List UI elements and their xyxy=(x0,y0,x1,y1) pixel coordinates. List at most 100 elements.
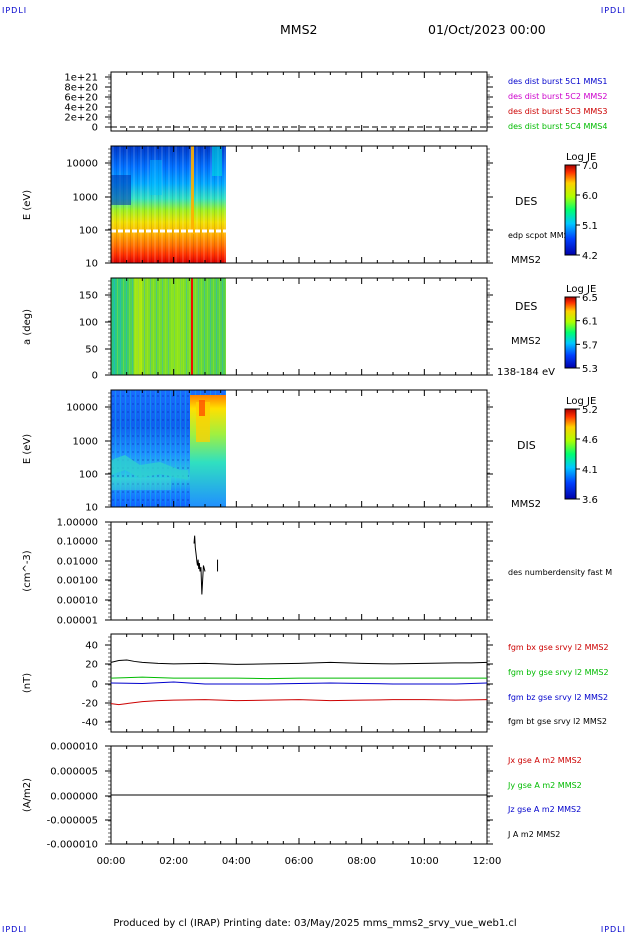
corner-label-bottom-right: IPDLI xyxy=(600,925,626,934)
panel-1-legend-3: des dist burst 5C3 MMS3 xyxy=(508,107,607,116)
density-trace xyxy=(193,535,206,595)
panel-3-ytick-label: 100 xyxy=(79,318,98,329)
panel-1-ytick-label: 0 xyxy=(92,123,98,134)
xaxis-tick-label: 10:00 xyxy=(410,856,439,867)
panel-2-colorbar xyxy=(564,164,577,256)
panel-2-colorbar-label: 4.2 xyxy=(582,251,598,262)
panel-1-ytick-label: 8e+20 xyxy=(64,83,98,94)
panel-6-legend-4: fgm bt gse srvy l2 MMS2 xyxy=(508,717,607,726)
panel-6-ytick-label: -40 xyxy=(82,718,98,729)
panel-2-ytick-label: 10000 xyxy=(66,159,98,170)
panel-7-ytick-label: -0.000010 xyxy=(47,840,98,851)
panel-4-colorbar-label: 3.6 xyxy=(582,495,598,506)
panel-5-ytick-label: 0.10000 xyxy=(57,537,98,548)
plot-datetime: 01/Oct/2023 00:00 xyxy=(428,22,546,37)
panel-6-ytick-label: 20 xyxy=(85,660,98,671)
panel-2-colorbar-label: 5.1 xyxy=(582,221,598,232)
xaxis-tick-label: 04:00 xyxy=(222,856,251,867)
panel-4-colorbar-title: Log JE xyxy=(566,396,596,407)
panel-3-colorbar-label: 5.7 xyxy=(582,340,598,351)
panel-3-legend-3: 138-184 eV xyxy=(497,367,555,378)
xaxis-tick-label: 06:00 xyxy=(285,856,314,867)
panel-2-legend-1: DES xyxy=(515,195,537,208)
panel-1-ytick-label: 1e+21 xyxy=(64,73,98,84)
panel-1-legend-1: des dist burst 5C1 MMS1 xyxy=(508,77,607,86)
panel-1-legend-2: des dist burst 5C2 MMS2 xyxy=(508,92,607,101)
panel-4-ytick-label: 10 xyxy=(85,503,98,514)
des-pitch-angle-spectrogram xyxy=(111,278,226,375)
panel-2-colorbar-title: Log JE xyxy=(566,152,596,163)
panel-5-legend-1: des numberdensity fast M xyxy=(508,568,612,577)
panel-4-ytick-label: 100 xyxy=(79,470,98,481)
panel-4-legend-2: MMS2 xyxy=(511,499,541,510)
des-energy-spectrogram xyxy=(111,146,226,263)
panel-3-colorbar xyxy=(564,296,577,369)
panel-6-series-4 xyxy=(110,681,488,685)
panel-2-colorbar-label: 6.0 xyxy=(582,191,598,202)
panel-7-legend-3: Jz gse A m2 MMS2 xyxy=(507,805,581,814)
panel-2-ytick-label: 100 xyxy=(79,226,98,237)
panel-6-ytick-label: 40 xyxy=(85,641,98,652)
panel-6-series-2 xyxy=(110,699,488,706)
corner-label-top-left: IPDLI xyxy=(2,6,28,15)
panel-6-legend-3: fgm bz gse srvy l2 MMS2 xyxy=(508,693,608,702)
panel-7-ytick-label: 0.000010 xyxy=(50,742,98,753)
panel-3-colorbar-label: 6.5 xyxy=(582,293,598,304)
panel-3-legend-1: DES xyxy=(515,300,537,313)
panel-3-ytick-label: 50 xyxy=(85,345,98,356)
panel-5-ytick-label: 0.00010 xyxy=(57,596,98,607)
plot-title: MMS2 xyxy=(280,22,318,37)
panel-2-ytick-label: 10 xyxy=(85,259,98,270)
panel-6-ytick-label: -20 xyxy=(82,699,98,710)
panel-7-ytick-label: 0.000000 xyxy=(50,792,98,803)
panel-3-colorbar-title: Log JE xyxy=(566,284,596,295)
panel-1-frame xyxy=(110,71,488,132)
panel-4-ytick-label: 1000 xyxy=(73,437,98,448)
panel-1-ytick-label: 6e+20 xyxy=(64,93,98,104)
panel-4-colorbar-label: 4.1 xyxy=(582,465,598,476)
panel-5-ytick-label: 0.01000 xyxy=(57,557,98,568)
panel-2-ytick-label: 1000 xyxy=(73,193,98,204)
panel-7-legend-2: Jy gse A m2 MMS2 xyxy=(507,781,582,790)
panel-4-colorbar-label: 4.6 xyxy=(582,435,598,446)
panel-6-series-1 xyxy=(110,659,488,665)
panel-4-colorbar-label: 5.2 xyxy=(582,405,598,416)
panel-7-ytick-label: 0.000005 xyxy=(50,767,98,778)
panel-4-colorbar xyxy=(564,408,577,500)
panel-6-legend-1: fgm bx gse srvy l2 MMS2 xyxy=(508,643,609,652)
xaxis-tick-label: 02:00 xyxy=(159,856,188,867)
panel-1-ytick-label: 4e+20 xyxy=(64,103,98,114)
panel-1-ytick-label: 2e+20 xyxy=(64,113,98,124)
panel-4-ytick-label: 10000 xyxy=(66,403,98,414)
panel-1-legend-4: des dist burst 5C4 MMS4 xyxy=(508,122,607,131)
panel-5-ytick-label: 1.00000 xyxy=(57,518,98,529)
xaxis-tick-label: 12:00 xyxy=(473,856,502,867)
panel-2-ylabel: E (eV) xyxy=(22,190,33,220)
corner-label-bottom-left: IPDLI xyxy=(2,925,28,934)
panel-2-colorbar-label: 7.0 xyxy=(582,161,598,172)
panel-7-legend-4: J A m2 MMS2 xyxy=(507,830,560,839)
panel-3-legend-2: MMS2 xyxy=(511,336,541,347)
panel-5-ytick-label: 0.00001 xyxy=(57,616,98,627)
xaxis-tick-label: 08:00 xyxy=(347,856,376,867)
panel-7-ylabel: (A/m2) xyxy=(22,778,33,812)
panel-2-legend-3: MMS2 xyxy=(511,255,541,266)
panel-2-legend-2: edp scpot MMS2 xyxy=(508,231,574,240)
panel-4-legend-1: DIS xyxy=(517,439,536,452)
panel-6-ytick-label: 0 xyxy=(92,680,98,691)
panel-6-series-3 xyxy=(110,676,487,680)
panel-5-frame xyxy=(110,521,488,621)
panel-5-ylabel: (cm^-3) xyxy=(22,550,33,591)
corner-label-top-right: IPDLI xyxy=(600,6,626,15)
footer-credits: Produced by cl (IRAP) Printing date: 03/… xyxy=(113,918,517,929)
panel-3-colorbar-label: 6.1 xyxy=(582,317,598,328)
panel-6-ylabel: (nT) xyxy=(22,673,33,693)
panel-3-ylabel: a (deg) xyxy=(22,309,33,345)
panel-3-ytick-label: 150 xyxy=(79,291,98,302)
panel-3-ytick-label: 0 xyxy=(92,371,98,382)
panel-4-ylabel: E (eV) xyxy=(22,434,33,464)
panel-3-colorbar-label: 5.3 xyxy=(582,364,598,375)
panel-6-legend-2: fgm by gse srvy l2 MMS2 xyxy=(508,668,609,677)
dis-energy-spectrogram xyxy=(111,390,226,507)
